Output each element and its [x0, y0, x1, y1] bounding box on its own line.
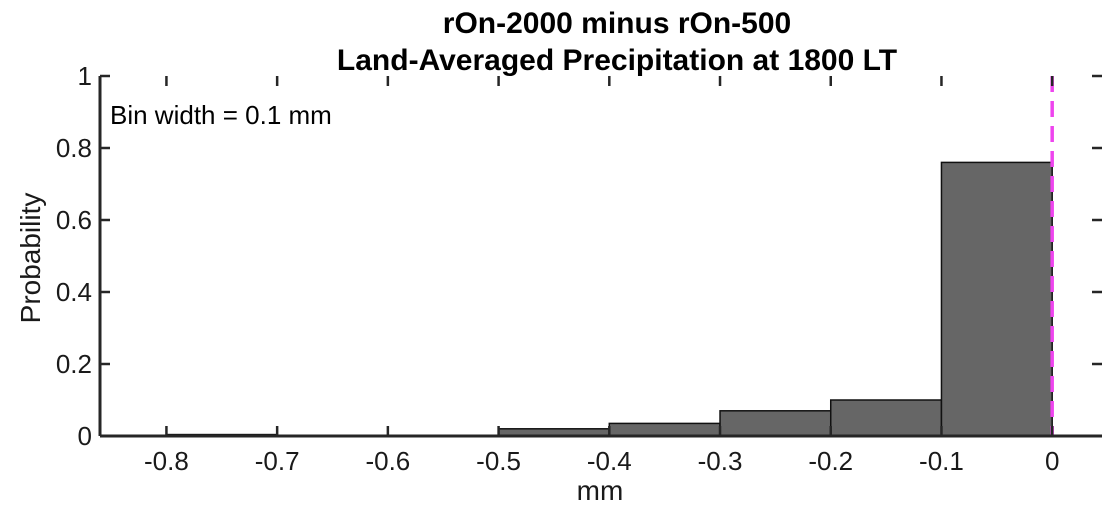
ticks-group: -0.8 -0.7 -0.6 -0.5 -0.4 -0.3 -0.2 -0.1 0 0 0.2 0.4… [56, 61, 1102, 476]
axes-group [98, 76, 1102, 438]
x-tick-label: -0.1 [919, 446, 964, 476]
chart-subtitle: Land-Averaged Precipitation at 1800 LT [337, 44, 897, 77]
chart-title: rOn-2000 minus rOn-500 [443, 7, 791, 40]
y-tick-label: 0.6 [56, 205, 92, 235]
y-tick-label: 0.8 [56, 133, 92, 163]
x-tick-label: -0.6 [365, 446, 410, 476]
x-tick-label: -0.3 [698, 446, 743, 476]
x-tick-label: -0.7 [255, 446, 300, 476]
x-tick-label: 0 [1045, 446, 1059, 476]
histogram-bar [829, 399, 943, 437]
x-tick-label: -0.4 [587, 446, 632, 476]
x-tick-label: -0.8 [144, 446, 189, 476]
y-tick-label: 0 [78, 421, 92, 451]
histogram-bar [940, 161, 1053, 437]
x-tick-label: -0.2 [808, 446, 853, 476]
histogram-bar [608, 422, 721, 437]
x-axis-label: mm [577, 475, 624, 506]
y-axis-label: Probability [15, 193, 46, 324]
y-tick-label: 0.2 [56, 349, 92, 379]
y-tick-label: 0.4 [56, 277, 92, 307]
bars-group [165, 161, 1053, 437]
bin-width-annotation: Bin width = 0.1 mm [110, 100, 332, 130]
y-tick-label: 1 [78, 61, 92, 91]
histogram-bar [719, 410, 832, 437]
x-tick-label: -0.5 [476, 446, 521, 476]
